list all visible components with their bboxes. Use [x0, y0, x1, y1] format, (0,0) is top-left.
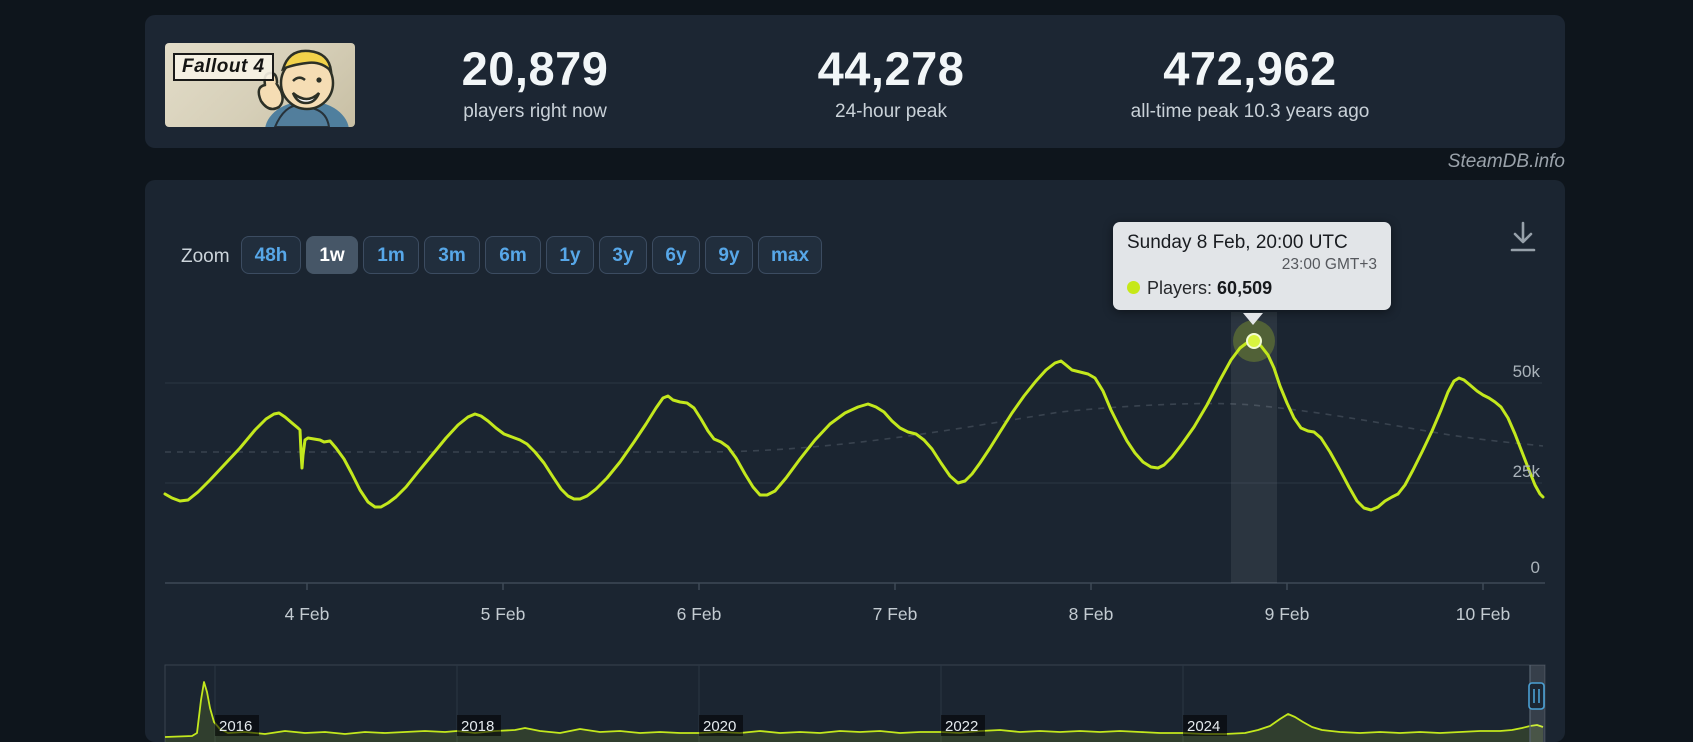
stat-24h-peak-value: 44,278	[817, 42, 965, 95]
navigator-handle[interactable]	[1528, 682, 1545, 710]
range-button-1m[interactable]: 1m	[363, 236, 419, 274]
year-label-2022: 2022	[945, 718, 978, 735]
x-tick-label-8feb: 8 Feb	[1069, 604, 1114, 624]
y-axis-labels: 50k 25k 0	[1513, 362, 1541, 577]
year-label-2024: 2024	[1187, 718, 1220, 735]
tooltip-players-value: 60,509	[1217, 278, 1273, 298]
stat-24h-peak-label: 24-hour peak	[835, 101, 947, 122]
range-button-1y[interactable]: 1y	[546, 236, 594, 274]
x-tick-label-6feb: 6 Feb	[677, 604, 722, 624]
stat-24h-peak: 44,278 24-hour peak	[701, 43, 1081, 123]
stat-players-now-label: players right now	[463, 101, 607, 122]
tooltip: Sunday 8 Feb, 20:00 UTC 23:00 GMT+3 Play…	[1113, 222, 1391, 310]
x-tick-label-7feb: 7 Feb	[873, 604, 918, 624]
game-capsule-image: Fallout 4	[165, 43, 355, 127]
year-label-2016: 2016	[219, 718, 252, 735]
players-series-marker-icon	[1127, 281, 1140, 294]
navigator-year-labels: 2016 2018 2020 2022 2024	[215, 715, 1227, 736]
y-tick-label-25k: 25k	[1513, 462, 1541, 481]
tooltip-players-row: Players: 60,509	[1127, 276, 1377, 301]
x-tick-label-9feb: 9 Feb	[1265, 604, 1310, 624]
chart-panel: Zoom 48h 1w 1m 3m 6m 1y 3y 6y 9y max	[145, 180, 1565, 742]
range-button-1w[interactable]: 1w	[306, 236, 358, 274]
y-gridlines	[165, 382, 1545, 584]
range-button-6m[interactable]: 6m	[485, 236, 541, 274]
range-button-max[interactable]: max	[758, 236, 822, 274]
vault-boy-illustration	[257, 49, 349, 127]
navigator[interactable]: 2016 2018 2020 2022 2024	[164, 664, 1546, 742]
tooltip-local-time: 23:00 GMT+3	[1281, 256, 1377, 273]
tooltip-players-label: Players:	[1147, 278, 1213, 298]
x-axis-labels: 4 Feb 5 Feb 6 Feb 7 Feb 8 Feb 9 Feb 10 F…	[285, 604, 1511, 624]
year-label-2018: 2018	[461, 718, 494, 735]
game-logo-text: Fallout 4	[173, 53, 274, 81]
player-series-line	[163, 339, 1545, 512]
navigator-series-line	[164, 681, 1544, 738]
tooltip-arrow-icon	[1243, 313, 1263, 325]
download-button[interactable]	[1497, 210, 1549, 266]
stat-players-now: 20,879 players right now	[345, 43, 725, 123]
tooltip-date: Sunday 8 Feb, 20:00 UTC	[1127, 232, 1348, 253]
header-stats-panel: Fallout 4 20,879 players right now 44,27…	[145, 15, 1565, 148]
stat-alltime-peak-label: all-time peak 10.3 years ago	[1130, 101, 1370, 122]
stat-alltime-peak-value: 472,962	[1163, 42, 1337, 95]
watermark: SteamDB.info	[1447, 151, 1565, 172]
x-axis-ticks	[306, 583, 1484, 590]
y-tick-label-50k: 50k	[1513, 362, 1541, 381]
x-tick-label-5feb: 5 Feb	[481, 604, 526, 624]
x-tick-label-10feb: 10 Feb	[1456, 604, 1510, 624]
stat-alltime-peak: 472,962 all-time peak 10.3 years ago	[1060, 43, 1440, 123]
marker-dot	[1246, 333, 1262, 349]
range-button-3m[interactable]: 3m	[424, 236, 480, 274]
player-count-chart[interactable]: 50k 25k 0 4 Feb 5 Feb 6 Feb 7 Feb 8 Feb …	[145, 180, 1565, 742]
range-button-3y[interactable]: 3y	[599, 236, 647, 274]
range-button-48h[interactable]: 48h	[241, 236, 301, 274]
range-button-6y[interactable]: 6y	[652, 236, 700, 274]
download-icon	[1510, 221, 1536, 252]
year-label-2020: 2020	[703, 718, 736, 735]
y-tick-label-0: 0	[1531, 558, 1540, 577]
navigator-series-area	[165, 682, 1543, 742]
x-tick-label-4feb: 4 Feb	[285, 604, 330, 624]
zoom-label: Zoom	[181, 246, 230, 267]
trend-dashed-line	[165, 402, 1544, 453]
stat-players-now-value: 20,879	[461, 42, 609, 95]
range-button-9y[interactable]: 9y	[705, 236, 753, 274]
